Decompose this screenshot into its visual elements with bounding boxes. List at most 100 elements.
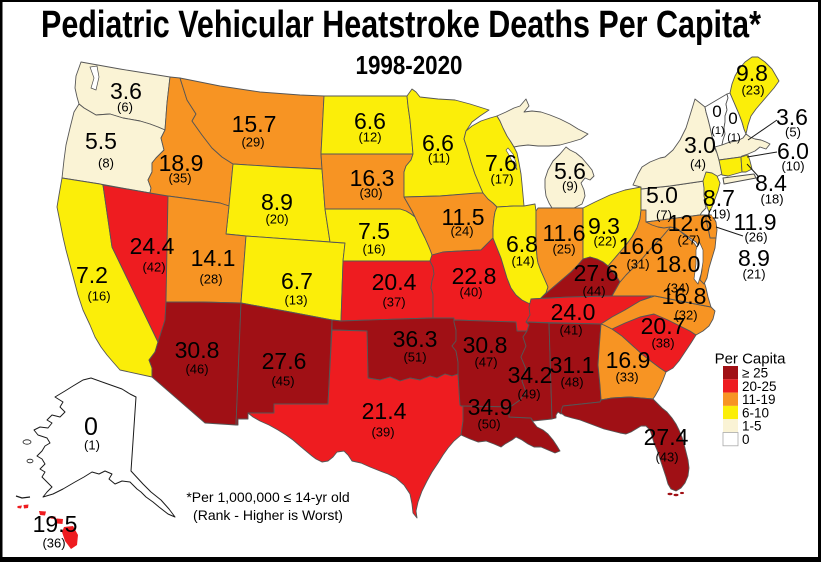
svg-text:(14): (14) <box>511 254 534 269</box>
svg-text:18.0: 18.0 <box>656 251 701 277</box>
svg-text:(11): (11) <box>428 151 450 166</box>
svg-text:(30): (30) <box>359 186 382 201</box>
svg-text:15.7: 15.7 <box>232 111 277 137</box>
svg-text:30.8: 30.8 <box>463 332 508 358</box>
svg-text:(1): (1) <box>727 132 740 144</box>
svg-text:(8): (8) <box>98 156 114 171</box>
svg-text:(37): (37) <box>382 295 405 310</box>
svg-text:36.3: 36.3 <box>393 326 438 352</box>
svg-text:20.7: 20.7 <box>641 313 686 339</box>
svg-text:(41): (41) <box>559 323 582 338</box>
svg-text:(18): (18) <box>760 192 783 207</box>
svg-text:8.7: 8.7 <box>703 185 735 211</box>
svg-text:20-25: 20-25 <box>742 379 777 394</box>
svg-text:(31): (31) <box>626 257 649 272</box>
svg-text:(43): (43) <box>655 450 678 465</box>
svg-text:22.8: 22.8 <box>452 263 497 289</box>
svg-text:(22): (22) <box>593 234 616 249</box>
svg-text:(28): (28) <box>199 272 222 287</box>
svg-text:(1): (1) <box>711 125 724 137</box>
svg-text:8.9: 8.9 <box>738 245 770 271</box>
svg-text:19.5: 19.5 <box>33 511 78 537</box>
svg-text:(27): (27) <box>677 233 700 248</box>
svg-text:(12): (12) <box>358 130 381 145</box>
svg-text:7.6: 7.6 <box>485 150 517 176</box>
svg-text:(48): (48) <box>560 375 583 390</box>
svg-text:24.0: 24.0 <box>551 299 596 325</box>
svg-text:16.8: 16.8 <box>662 283 707 309</box>
svg-text:16.3: 16.3 <box>350 165 395 191</box>
svg-text:(23): (23) <box>741 83 764 98</box>
svg-text:(47): (47) <box>474 355 497 370</box>
svg-text:(36): (36) <box>42 536 65 551</box>
svg-text:(42): (42) <box>142 260 165 275</box>
svg-text:27.4: 27.4 <box>644 424 689 450</box>
svg-text:3.0: 3.0 <box>684 132 716 158</box>
svg-text:3.6: 3.6 <box>110 78 142 104</box>
svg-text:31.1: 31.1 <box>550 352 595 378</box>
svg-text:(45): (45) <box>271 374 294 389</box>
svg-text:24.4: 24.4 <box>130 233 175 259</box>
svg-text:(17): (17) <box>490 172 513 187</box>
svg-text:12.6: 12.6 <box>668 210 713 236</box>
svg-text:8.9: 8.9 <box>261 189 293 215</box>
svg-text:6.6: 6.6 <box>354 108 386 134</box>
svg-text:11.6: 11.6 <box>542 220 585 246</box>
svg-text:(5): (5) <box>785 125 801 140</box>
svg-text:(6): (6) <box>117 100 133 115</box>
svg-text:7.2: 7.2 <box>76 262 108 288</box>
svg-text:(50): (50) <box>477 417 500 432</box>
svg-text:(20): (20) <box>265 212 288 227</box>
svg-text:(32): (32) <box>674 308 697 323</box>
svg-text:(33): (33) <box>615 370 638 385</box>
svg-text:0: 0 <box>712 102 721 121</box>
svg-text:6.8: 6.8 <box>506 231 538 257</box>
svg-text:34.9: 34.9 <box>468 394 513 420</box>
svg-text:18.9: 18.9 <box>159 150 204 176</box>
svg-text:9.3: 9.3 <box>588 213 620 239</box>
svg-text:1998-2020: 1998-2020 <box>356 50 463 80</box>
svg-text:9.8: 9.8 <box>736 60 768 86</box>
svg-text:(29): (29) <box>241 135 264 150</box>
svg-text:3.6: 3.6 <box>776 104 808 130</box>
svg-text:16.9: 16.9 <box>606 347 651 373</box>
svg-text:(34): (34) <box>666 281 689 296</box>
svg-text:(49): (49) <box>517 387 540 402</box>
svg-text:6.6: 6.6 <box>422 130 454 156</box>
svg-text:14.1: 14.1 <box>191 245 236 271</box>
svg-text:(9): (9) <box>562 179 578 194</box>
svg-text:30.8: 30.8 <box>175 337 220 363</box>
svg-text:(16): (16) <box>362 242 385 257</box>
svg-text:21.4: 21.4 <box>362 398 407 424</box>
svg-text:11.5: 11.5 <box>441 204 484 230</box>
svg-text:(39): (39) <box>371 425 394 440</box>
svg-text:≥ 25: ≥ 25 <box>742 365 768 380</box>
svg-text:27.6: 27.6 <box>574 260 619 286</box>
svg-text:(16): (16) <box>87 289 110 304</box>
svg-text:(44): (44) <box>582 284 605 299</box>
svg-text:(24): (24) <box>450 224 473 239</box>
svg-text:(35): (35) <box>168 171 191 186</box>
svg-text:6.7: 6.7 <box>281 268 313 294</box>
svg-text:Per Capita: Per Capita <box>715 350 787 367</box>
svg-text:(25): (25) <box>552 242 575 257</box>
svg-text:(46): (46) <box>185 362 208 377</box>
svg-text:1-5: 1-5 <box>742 419 762 434</box>
svg-text:(13): (13) <box>284 293 307 308</box>
svg-text:(38): (38) <box>651 336 674 351</box>
svg-text:(4): (4) <box>690 157 706 172</box>
svg-text:11-19: 11-19 <box>742 392 776 407</box>
svg-text:0: 0 <box>742 432 750 447</box>
svg-text:7.5: 7.5 <box>358 218 390 244</box>
svg-text:(40): (40) <box>459 285 482 300</box>
svg-text:(51): (51) <box>403 350 426 365</box>
svg-text:16.6: 16.6 <box>619 233 664 259</box>
svg-text:34.2: 34.2 <box>508 362 553 388</box>
svg-text:*Per 1,000,000 ≤ 14-yr old: *Per 1,000,000 ≤ 14-yr old <box>186 489 349 505</box>
svg-text:5.6: 5.6 <box>554 158 586 184</box>
svg-text:6.0: 6.0 <box>777 138 809 164</box>
svg-text:(26): (26) <box>744 230 767 245</box>
svg-text:(21): (21) <box>742 267 765 282</box>
svg-text:(19): (19) <box>707 207 730 222</box>
svg-text:0: 0 <box>84 413 98 441</box>
